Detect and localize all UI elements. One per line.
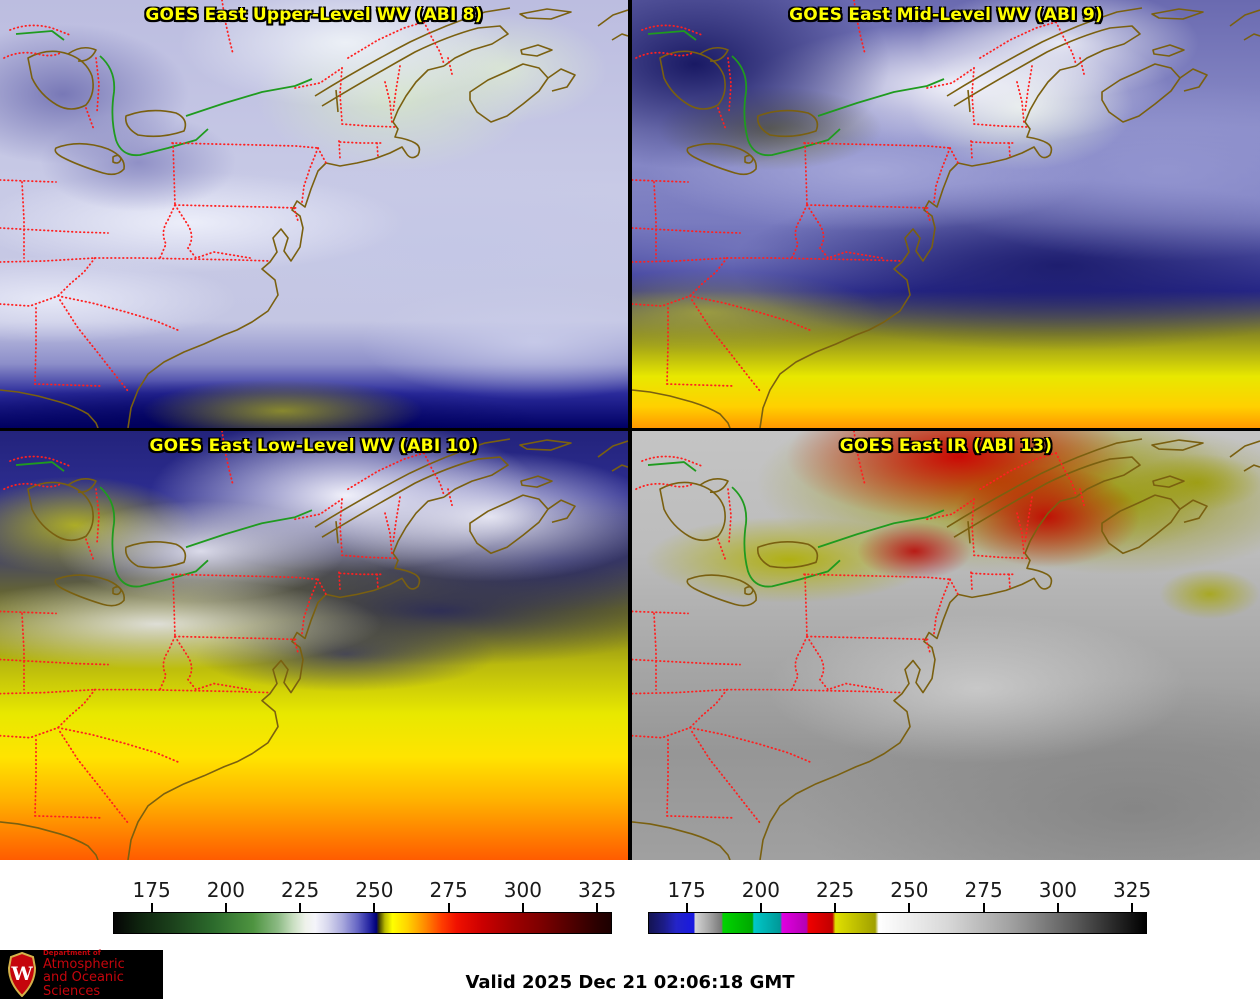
colorbar-tick-mark	[596, 903, 599, 912]
colorbar-tick-label: 300	[1038, 878, 1077, 902]
colorbar-tick-mark	[373, 903, 376, 912]
basemap-overlay	[0, 431, 628, 860]
colorbar-tick-label: 250	[890, 878, 929, 902]
wv-colorbar-strip	[113, 912, 612, 934]
colorbar-tick-mark	[224, 903, 227, 912]
colorbar-tick-mark	[759, 903, 762, 912]
colorbar-tick-mark	[447, 903, 450, 912]
colorbar-tick-label: 325	[578, 878, 617, 902]
colorbar-tick-label: 300	[503, 878, 542, 902]
panel-mid-level-wv: GOES East Mid-Level WV (ABI 9)	[632, 0, 1260, 428]
panel-title-ir: GOES East IR (ABI 13)	[839, 436, 1053, 456]
ir-colorbar-strip	[648, 912, 1147, 934]
colorbar-tick-mark	[834, 903, 837, 912]
panel-title-low-level-wv: GOES East Low-Level WV (ABI 10)	[149, 436, 479, 456]
colorbar-tick-label: 275	[429, 878, 468, 902]
colorbar-tick-mark	[1131, 903, 1134, 912]
panel-low-level-wv: GOES East Low-Level WV (ABI 10)	[0, 431, 628, 860]
ir-colorbar: 175 200 225 250 275 300 325	[648, 860, 1151, 940]
colorbar-tick-label: 175	[667, 878, 706, 902]
colorbar-tick-mark	[150, 903, 153, 912]
basemap-overlay	[632, 431, 1260, 860]
logo-name-line2: and Oceanic Sciences	[43, 970, 124, 999]
panel-upper-level-wv: GOES East Upper-Level WV (ABI 8)	[0, 0, 628, 428]
colorbar-tick-mark	[1056, 903, 1059, 912]
panel-title-mid-level-wv: GOES East Mid-Level WV (ABI 9)	[789, 5, 1103, 25]
colorbar-tick-label: 175	[132, 878, 171, 902]
colorbar-tick-label: 225	[816, 878, 855, 902]
colorbar-tick-mark	[908, 903, 911, 912]
colorbar-tick-mark	[685, 903, 688, 912]
logo-department-label: Department of	[43, 949, 101, 958]
valid-timestamp: Valid 2025 Dec 21 02:06:18 GMT	[465, 972, 795, 993]
basemap-overlay	[632, 0, 1260, 428]
colorbar-tick-label: 250	[355, 878, 394, 902]
colorbar-tick-mark	[299, 903, 302, 912]
colorbar-tick-mark	[521, 903, 524, 912]
svg-text:W: W	[10, 963, 33, 985]
colorbar-tick-label: 200	[206, 878, 245, 902]
colorbar-tick-mark	[982, 903, 985, 912]
panel-title-upper-level-wv: GOES East Upper-Level WV (ABI 8)	[145, 5, 483, 25]
uw-crest-icon: W	[7, 952, 37, 997]
colorbar-tick-label: 200	[741, 878, 780, 902]
panel-grid: GOES East Upper-Level WV (ABI 8) GOES Ea…	[0, 0, 1260, 860]
footer: 175 200 225 250 275 300 325 175 200 225 250 275 300…	[0, 860, 1260, 999]
uw-aos-logo: W Department of Atmospheric and Oceanic …	[0, 950, 163, 999]
uw-logo-text: Department of Atmospheric and Oceanic Sc…	[43, 949, 163, 999]
colorbar-tick-label: 225	[281, 878, 320, 902]
panel-ir: GOES East IR (ABI 13)	[632, 431, 1260, 860]
logo-name-line1: Atmospheric	[43, 956, 125, 972]
colorbar-tick-label: 325	[1113, 878, 1152, 902]
basemap-overlay	[0, 0, 628, 428]
wv-colorbar: 175 200 225 250 275 300 325	[113, 860, 616, 940]
colorbar-tick-label: 275	[964, 878, 1003, 902]
